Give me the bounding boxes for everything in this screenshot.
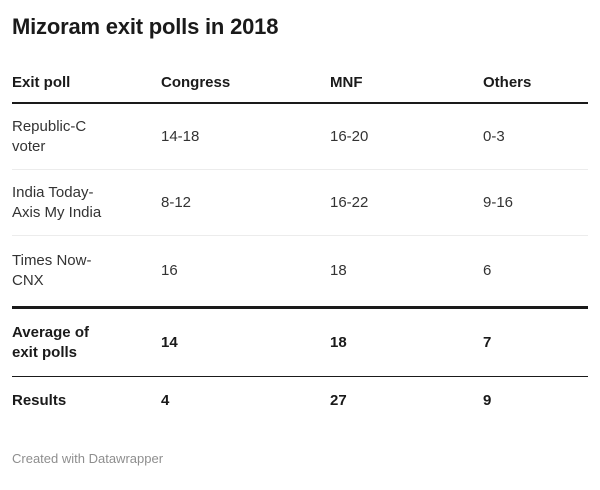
column-header-others: Others	[483, 74, 532, 91]
page-title: Mizoram exit polls in 2018	[12, 14, 279, 39]
cell-value: 18	[330, 262, 347, 279]
cell-value: 16	[161, 262, 178, 279]
row-label: Republic-C voter	[12, 117, 87, 155]
chart-container: Mizoram exit polls in 2018 Exit poll Con…	[12, 14, 588, 466]
row-label: Average of exit polls	[12, 323, 89, 361]
cell-value: 8-12	[161, 193, 192, 211]
cell-value: 16-22	[330, 193, 369, 211]
table-row: Times Now-CNX 16 18 6	[12, 236, 588, 306]
column-header-congress: Congress	[161, 74, 231, 91]
table-row: Republic-C voter 14-18 16-20 0-3	[12, 104, 588, 170]
datawrapper-credit-link[interactable]: Created with Datawrapper	[12, 451, 164, 466]
table-header-row: Exit poll Congress MNF Others	[12, 74, 588, 104]
column-header-exit-poll: Exit poll	[12, 74, 71, 91]
cell-value: 14-18	[161, 127, 200, 145]
cell-value: 14	[161, 333, 178, 351]
cell-value: 6	[483, 262, 492, 279]
cell-value: 4	[161, 392, 170, 409]
cell-value: 0-3	[483, 127, 505, 145]
cell-value: 27	[330, 392, 347, 409]
table-row: India Today-Axis My India 8-12 16-22 9-1…	[12, 170, 588, 236]
row-label: Results	[12, 392, 67, 409]
table-row-average: Average of exit polls 14 18 7	[12, 306, 588, 376]
cell-value: 18	[330, 333, 347, 351]
cell-value: 16-20	[330, 127, 369, 145]
cell-value: 7	[483, 333, 492, 351]
column-header-mnf: MNF	[330, 74, 363, 91]
cell-value: 9	[483, 392, 492, 409]
cell-value: 9-16	[483, 193, 514, 211]
row-label: India Today-Axis My India	[12, 183, 102, 221]
row-label: Times Now-CNX	[12, 252, 92, 289]
table-row-results: Results 4 27 9	[12, 376, 588, 425]
exit-polls-table: Exit poll Congress MNF Others Republic-C…	[12, 74, 588, 425]
